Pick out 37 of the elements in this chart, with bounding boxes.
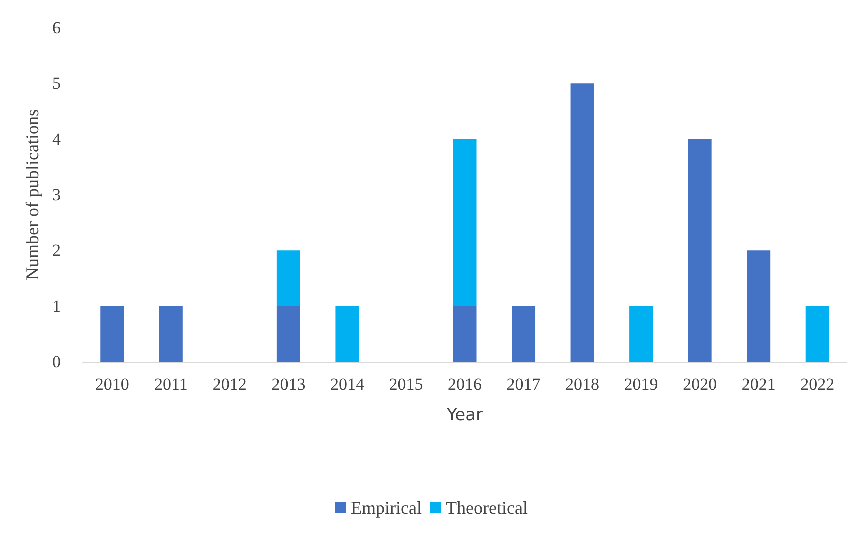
bar [453,306,477,362]
x-tick-label: 2019 [624,375,658,394]
x-tick-label: 2016 [448,375,482,394]
x-axis-title: Year [446,406,484,426]
bar [570,84,594,362]
x-tick-label: 2017 [506,375,542,394]
bar [806,306,830,362]
bar [276,250,300,306]
x-tick-label: 2020 [683,375,718,394]
y-tick-label: 1 [52,296,61,316]
x-tick-label: 2010 [95,375,130,394]
bar [747,250,771,362]
bar [512,306,536,362]
x-tick-label: 2014 [330,375,365,394]
x-tick-label: 2021 [742,375,776,394]
x-tick-label: 2018 [566,375,600,394]
bar [336,306,360,362]
x-tick-label: 2011 [154,375,188,394]
x-tick-label: 2022 [800,375,835,394]
legend-label: Empirical [351,498,422,518]
y-axis-title: Number of publications [22,110,43,280]
y-tick-label: 3 [52,186,61,204]
y-tick-label: 0 [52,352,61,372]
bar [630,306,654,362]
y-tick-label: 2 [52,241,61,260]
bar [100,306,124,362]
bar [688,139,712,362]
y-tick-label: 5 [52,74,61,94]
x-tick-label: 2012 [212,375,247,394]
x-tick-label: 2013 [272,375,306,394]
legend-label: Theoretical [446,498,528,518]
x-tick-label: 2015 [389,375,424,394]
y-tick-label: 6 [52,18,61,38]
bar [159,306,183,362]
bar [453,139,477,306]
bar [276,306,300,362]
y-tick-label: 4 [52,130,62,149]
